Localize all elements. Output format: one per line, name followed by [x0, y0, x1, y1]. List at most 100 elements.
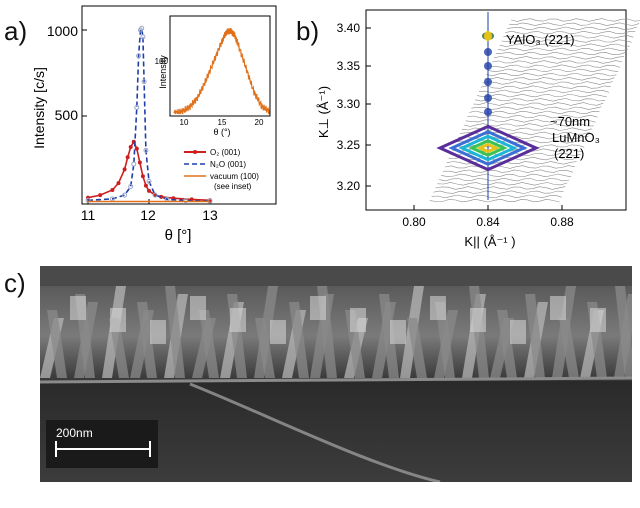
o2-data-point — [125, 155, 130, 160]
o2-data-point — [131, 139, 136, 144]
o2-data-point — [147, 188, 151, 193]
background-contour — [480, 85, 611, 89]
bright-facet — [190, 296, 206, 320]
crystallite — [109, 318, 129, 378]
crystallite — [199, 310, 219, 378]
substrate-edge — [40, 376, 632, 384]
crystallite — [137, 302, 157, 378]
background-contour — [446, 161, 577, 165]
o2-data-point — [189, 197, 194, 202]
legend-vacuum-label: vacuum (100) — [210, 172, 259, 181]
panel-a-ytick-500: 500 — [55, 107, 79, 123]
o2-data-point — [137, 160, 142, 165]
bright-facet — [470, 308, 486, 332]
n2o-data-point — [137, 27, 143, 33]
background-contour — [429, 198, 560, 203]
series-line-0 — [87, 140, 211, 202]
bright-facet — [110, 308, 126, 332]
film-peak-contour — [468, 139, 508, 157]
crystallite — [289, 302, 309, 378]
background-contour — [459, 131, 591, 136]
intensity-spot — [484, 78, 492, 86]
annotation-reflection: (221) — [554, 146, 584, 161]
background-contour — [463, 123, 594, 127]
film-peak-contour — [476, 142, 500, 154]
background-contour — [461, 127, 592, 131]
o2-data-point — [98, 193, 103, 198]
panel-a-plot-frame — [81, 5, 277, 205]
n2o-data-point — [140, 34, 146, 40]
background-contour — [469, 110, 600, 115]
bright-facet — [390, 320, 406, 344]
crystallite — [407, 318, 427, 378]
background-contour — [484, 77, 615, 81]
bright-facet — [510, 320, 526, 344]
bright-facet — [350, 308, 366, 332]
bright-facet — [270, 320, 286, 344]
inset-xtick-15: 15 — [218, 118, 227, 127]
inset-ylabel: Intensity — [158, 55, 168, 89]
o2-data-point — [208, 198, 212, 203]
n2o-data-point — [164, 196, 170, 202]
intensity-spot — [484, 48, 492, 56]
background-contour — [510, 18, 640, 22]
o2-data-point — [153, 193, 158, 198]
panel-b-ylabel: K⊥ (Å⁻¹) — [316, 86, 331, 138]
legend-o2-label: O₂ (001) — [210, 148, 241, 157]
background-contour — [509, 22, 640, 26]
o2-data-point — [116, 181, 121, 186]
inset-ytick-100: 100 — [155, 57, 169, 66]
background-contour — [497, 47, 628, 52]
background-contour — [476, 93, 608, 98]
background-contour — [495, 51, 626, 56]
intensity-spot — [484, 94, 492, 102]
n2o-data-point — [128, 184, 134, 190]
background-contour — [437, 182, 568, 186]
background-contour — [452, 148, 583, 152]
panel-a-xlabel: θ [°] — [165, 227, 192, 244]
panel-b-plot-frame — [365, 9, 627, 211]
o2-data-point — [171, 196, 176, 201]
o2-data-point — [122, 167, 127, 172]
substrate-peak — [484, 31, 492, 41]
annotation-lumno3: LuMnO₃ — [552, 130, 600, 145]
background-contour — [467, 114, 598, 119]
inset-frame — [169, 15, 271, 117]
n2o-data-point — [139, 25, 145, 31]
background-contour — [443, 169, 574, 173]
background-contour — [458, 135, 589, 140]
panel-b-xlabel: K|| (Å⁻¹ ) — [464, 234, 515, 249]
inset-xtick-10: 10 — [180, 118, 189, 127]
cleavage-line — [189, 382, 441, 482]
background-contour — [431, 194, 562, 199]
o2-data-point — [143, 183, 148, 188]
legend-o2-marker — [193, 150, 197, 154]
bright-facet — [550, 296, 566, 320]
inset-xlabel: θ (°) — [213, 127, 230, 137]
crystallite — [435, 302, 455, 378]
inset-series-line — [173, 28, 270, 115]
background-contour — [488, 68, 619, 73]
bright-facet — [230, 308, 246, 332]
n2o-data-point — [131, 161, 137, 167]
crystallite — [379, 294, 399, 378]
crystallite — [497, 310, 517, 378]
n2o-data-point — [85, 197, 91, 203]
n2o-data-point — [134, 104, 140, 110]
background-contour — [439, 177, 570, 182]
crystallite — [559, 318, 579, 378]
intensity-spot — [484, 62, 492, 70]
panel-b-ytick-325: 3.25 — [337, 138, 361, 152]
background-contour — [448, 156, 579, 161]
crystallite — [47, 310, 67, 378]
scale-bar-label: 200nm — [56, 426, 93, 440]
crystallite — [255, 318, 275, 378]
crystallite — [615, 286, 632, 378]
background-contour — [471, 106, 602, 110]
o2-data-point — [110, 187, 115, 192]
background-contour — [490, 64, 621, 68]
panel-a-ylabel: Intensity [c/s] — [31, 67, 47, 149]
background-contour — [444, 165, 575, 169]
scale-bar-box — [46, 420, 158, 468]
panel-b-xtick-084: 0.84 — [476, 215, 500, 229]
